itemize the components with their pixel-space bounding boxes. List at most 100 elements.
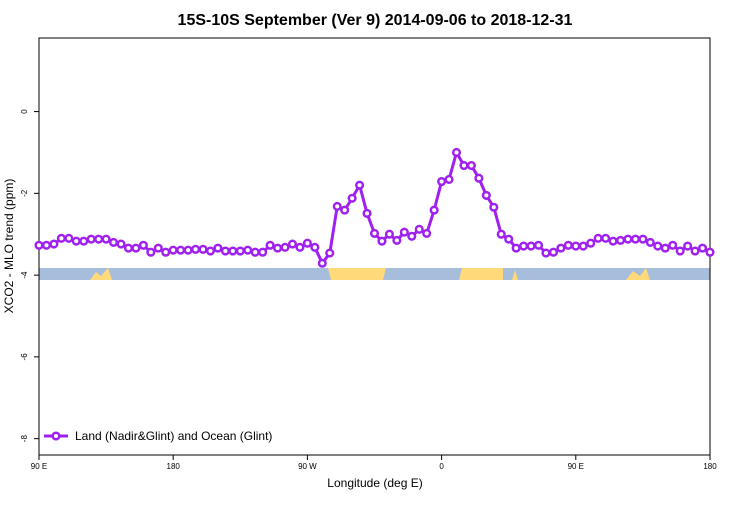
data-point xyxy=(295,242,305,252)
y-tick-label: 0 xyxy=(20,109,29,114)
data-point xyxy=(533,240,544,250)
data-point xyxy=(481,190,491,200)
y-tick-label: -2 xyxy=(20,189,29,197)
land-band xyxy=(459,268,503,280)
x-tick-label: 90 E xyxy=(568,462,584,471)
y-axis-label: XCO2 - MLO trend (ppm) xyxy=(2,179,16,314)
data-point xyxy=(392,235,402,245)
data-point xyxy=(41,240,52,250)
y-tick-label: -6 xyxy=(20,353,29,361)
data-point xyxy=(198,244,208,254)
data-point xyxy=(541,248,551,258)
data-point xyxy=(228,246,238,256)
data-point xyxy=(317,258,327,268)
data-point xyxy=(563,240,573,250)
data-point xyxy=(377,236,387,246)
data-point xyxy=(422,228,432,238)
data-point xyxy=(176,245,186,255)
data-point xyxy=(496,229,506,239)
data-point xyxy=(683,241,693,251)
data-point xyxy=(265,240,275,250)
legend-marker xyxy=(51,431,61,441)
data-point xyxy=(444,174,454,185)
data-point xyxy=(653,241,663,251)
data-point xyxy=(220,246,230,256)
data-point xyxy=(34,240,44,250)
data-point xyxy=(325,248,335,258)
data-point xyxy=(355,180,365,190)
x-tick-label: 180 xyxy=(703,462,717,471)
data-point xyxy=(645,237,655,247)
data-point xyxy=(168,245,178,255)
data-point xyxy=(153,243,163,253)
chart-title: 15S-10S September (Ver 9) 2014-09-06 to … xyxy=(178,12,573,29)
data-point xyxy=(146,247,156,257)
data-point xyxy=(138,240,148,250)
data-point xyxy=(511,243,521,253)
x-tick-label: 0 xyxy=(439,462,444,471)
data-point xyxy=(414,224,424,234)
land-band xyxy=(626,268,650,280)
data-point xyxy=(123,243,134,253)
data-point xyxy=(347,193,357,203)
data-point xyxy=(399,227,409,237)
y-tick-label: -4 xyxy=(20,271,29,279)
data-point xyxy=(504,234,514,244)
data-point xyxy=(71,236,81,246)
data-point xyxy=(116,239,126,249)
data-point xyxy=(466,161,476,171)
data-point xyxy=(660,243,670,253)
data-point xyxy=(79,236,89,246)
legend-label: Land (Nadir&Glint) and Ocean (Glint) xyxy=(75,429,272,443)
data-point xyxy=(332,201,342,211)
data-point xyxy=(697,243,708,253)
data-point xyxy=(668,240,678,250)
data-point xyxy=(526,241,536,251)
data-point xyxy=(94,234,104,244)
data-point xyxy=(556,243,566,253)
data-point xyxy=(273,243,283,253)
x-tick-label: 90 W xyxy=(298,462,317,471)
data-point xyxy=(690,246,700,256)
data-point xyxy=(362,208,372,218)
data-point xyxy=(280,242,290,252)
data-point xyxy=(183,245,193,255)
data-point xyxy=(630,234,640,244)
data-point xyxy=(109,237,119,247)
data-point xyxy=(586,238,596,248)
data-point xyxy=(437,176,447,187)
x-axis-label: Longitude (deg E) xyxy=(327,476,422,490)
data-point xyxy=(489,202,499,212)
data-point xyxy=(258,247,268,257)
data-point xyxy=(623,234,633,244)
data-point xyxy=(340,205,350,215)
data-point xyxy=(243,245,253,255)
data-point xyxy=(593,233,603,243)
data-point xyxy=(161,247,171,257)
data-point xyxy=(191,244,201,254)
data-point xyxy=(64,233,74,243)
data-point xyxy=(384,229,394,239)
data-point xyxy=(369,228,380,238)
land-ocean-strip xyxy=(39,268,710,280)
data-point xyxy=(578,241,588,251)
data-point xyxy=(213,243,223,253)
data-point xyxy=(310,242,320,252)
data-point xyxy=(49,239,59,249)
data-point xyxy=(86,234,96,244)
data-point xyxy=(675,246,685,256)
data-point xyxy=(459,161,469,171)
data-point xyxy=(638,234,648,244)
data-point xyxy=(429,205,439,215)
data-point xyxy=(548,247,558,257)
x-tick-label: 180 xyxy=(167,462,181,471)
land-band xyxy=(512,270,518,280)
data-point xyxy=(608,236,618,246)
data-point xyxy=(101,234,111,244)
data-point xyxy=(407,231,417,241)
y-tick-label: -8 xyxy=(20,435,29,443)
data-point xyxy=(705,247,715,257)
land-band xyxy=(328,268,386,280)
